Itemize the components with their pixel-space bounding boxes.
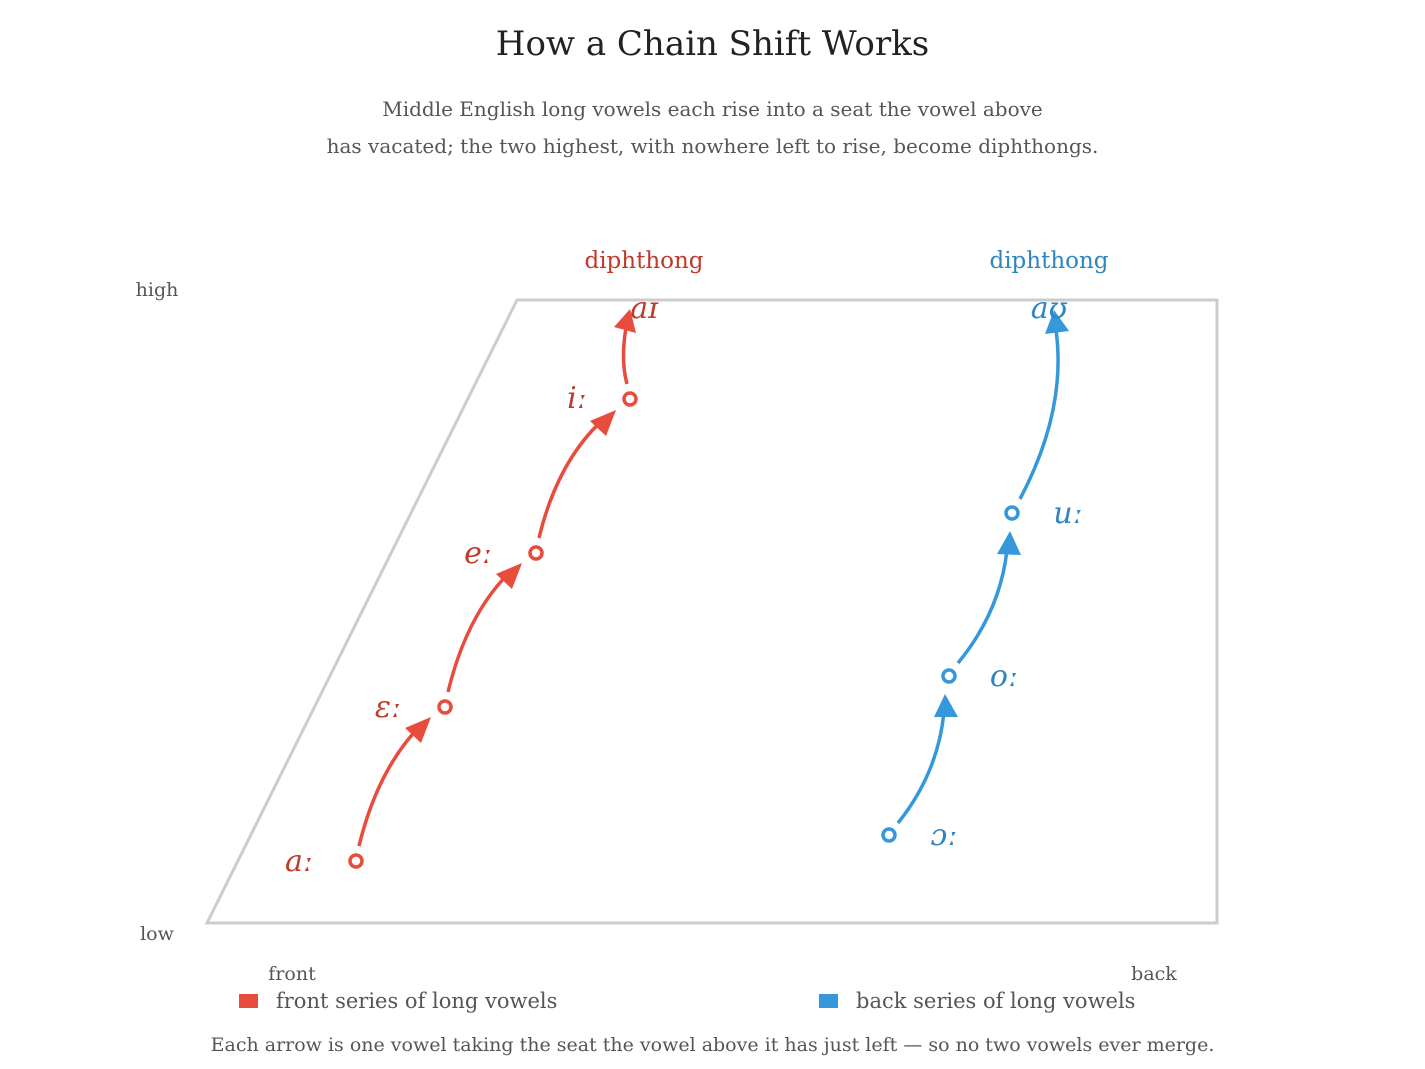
arrow-o-to-u [956,549,1009,665]
arrow-open-o-to-o [896,711,946,825]
vowel-point-e [528,545,544,561]
vowel-label-o: oː [990,659,1018,694]
vowel-label-i: iː [567,381,587,416]
arrowhead-open-o-to-o [934,694,958,717]
arrow-a-to-epsilon [357,722,424,847]
legend-swatch-back [819,994,838,1008]
axis-label-low: low [140,923,175,945]
axis-label-back: back [1131,963,1177,985]
arrow-e-to-i [537,415,608,539]
vowel-label-e: eː [464,536,492,571]
back-diphthong-label: diphthong [989,248,1108,274]
diphthong-label-ai: aɪ [630,291,659,326]
vowel-label-epsilon: ɛː [375,690,401,725]
diphthong-label-au: aʊ [1031,291,1068,326]
legend-label-front: front series of long vowels [276,989,558,1013]
arrowhead-o-to-u [997,531,1021,555]
vowel-label-open-o: ɔː [931,818,958,853]
vowel-point-u [1004,505,1020,521]
arrow-i-to-ai [621,321,629,385]
vowel-point-o [941,668,957,684]
arrowhead-e-to-i [590,410,616,436]
arrowhead-u-to-au [1045,310,1069,334]
arrowhead-i-to-ai [614,309,636,333]
vowel-point-open-o [881,827,897,843]
legend-label-back: back series of long vowels [856,989,1136,1013]
arrowhead-epsilon-to-e [496,563,522,589]
chart-title: How a Chain Shift Works [495,24,930,64]
legend-item-front: front series of long vowels [239,989,557,1013]
subtitle-line-2: has vacated; the two highest, with nowhe… [326,134,1099,158]
legend-item-back: back series of long vowels [819,989,1135,1013]
legend-swatch-front [239,994,258,1008]
axis-label-front: front [268,963,316,985]
subtitle-line-1: Middle English long vowels each rise int… [382,97,1043,121]
vowel-label-u: uː [1053,496,1082,531]
footnote: Each arrow is one vowel taking the seat … [210,1034,1215,1056]
vowel-label-a: aː [285,844,313,879]
vowel-point-a [348,853,364,869]
arrow-u-to-au [1018,329,1060,500]
axis-label-high: high [136,279,179,301]
front-diphthong-label: diphthong [584,248,703,274]
vowel-point-i [622,391,638,407]
vowel-point-epsilon [437,699,453,715]
arrow-epsilon-to-e [446,568,514,693]
arrowhead-a-to-epsilon [405,717,431,743]
vowel-space-frame [204,298,1219,925]
